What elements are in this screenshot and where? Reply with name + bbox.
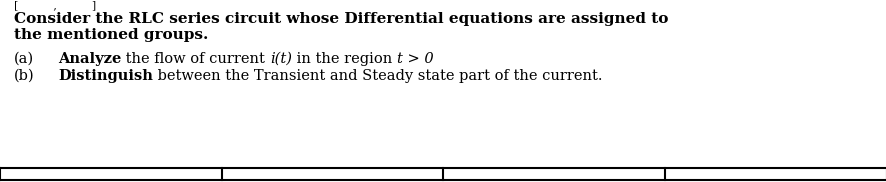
Text: the mentioned groups.: the mentioned groups. <box>14 28 208 42</box>
Text: (b): (b) <box>14 69 35 83</box>
Text: [          ,          ]: [ , ] <box>14 0 97 10</box>
Text: Distinguish: Distinguish <box>58 69 152 83</box>
Text: in the region: in the region <box>291 52 396 66</box>
Text: t > 0: t > 0 <box>396 52 433 66</box>
Text: Analyze: Analyze <box>58 52 121 66</box>
Text: between the Transient and Steady state part of the current.: between the Transient and Steady state p… <box>152 69 602 83</box>
Text: i(t): i(t) <box>269 52 291 66</box>
Text: (a): (a) <box>14 52 34 66</box>
Text: Consider the RLC series circuit whose Differential equations are assigned to: Consider the RLC series circuit whose Di… <box>14 12 668 26</box>
Text: the flow of current: the flow of current <box>121 52 269 66</box>
